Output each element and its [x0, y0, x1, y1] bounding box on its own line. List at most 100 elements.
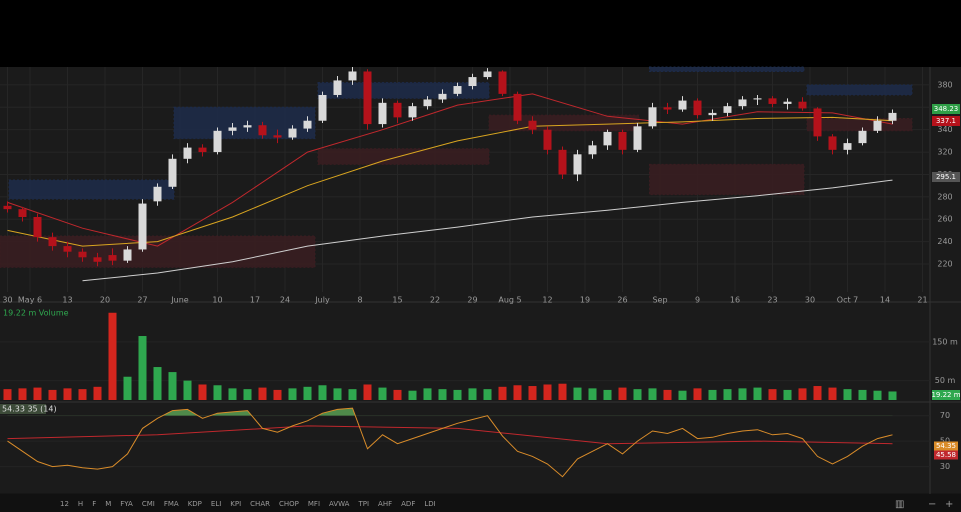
volume-bar — [213, 385, 222, 400]
candle-body — [393, 102, 402, 118]
candle-body — [48, 237, 57, 247]
candle-body — [483, 71, 492, 78]
volume-bar — [168, 372, 177, 400]
volume-bar — [828, 387, 837, 400]
toolbar-icon[interactable]: ▥ — [895, 499, 904, 510]
toolbar-item[interactable]: M — [105, 500, 111, 508]
candle-body — [873, 120, 882, 131]
candle-body — [768, 98, 777, 104]
candle-body — [168, 158, 177, 187]
volume-bar — [783, 389, 792, 400]
candle-body — [693, 100, 702, 116]
volume-bar — [648, 388, 657, 400]
toolbar-item[interactable]: ELI — [211, 500, 221, 508]
y-tick-label: 50 m — [935, 376, 956, 385]
candle-body — [123, 249, 132, 261]
toolbar-items: 12 H F M FYA CMI FMA KDP ELI KPI CHAR CHOP MFI AVWA TP… — [60, 500, 436, 508]
volume-bar — [438, 389, 447, 400]
toolbar-item[interactable]: FMA — [164, 500, 179, 508]
candle-body — [423, 99, 432, 107]
price-tag-bg — [932, 104, 960, 114]
volume-bar — [663, 389, 672, 400]
rsi-label: 54.33 35 (14) — [2, 405, 57, 414]
toolbar-item[interactable]: MFI — [308, 500, 320, 508]
candle-body — [93, 257, 102, 262]
candle-body — [288, 128, 297, 138]
zone — [8, 179, 175, 200]
toolbar-item[interactable]: H — [78, 500, 83, 508]
moving-average — [82, 179, 893, 282]
candle-body — [153, 186, 162, 202]
price-tag: 337.1 — [936, 117, 956, 125]
candle-body — [468, 77, 477, 87]
volume-tag: 19.22 m — [931, 391, 960, 399]
candle-body — [258, 125, 267, 136]
candle-body — [633, 126, 642, 150]
candle-body — [783, 101, 792, 104]
x-tick-label: 27 — [137, 296, 147, 305]
candle-body — [588, 145, 597, 155]
candle-body — [573, 154, 582, 175]
x-tick-label: 22 — [430, 296, 440, 305]
toolbar-item[interactable]: CMI — [142, 500, 155, 508]
candle-body — [228, 127, 237, 131]
volume-bar — [423, 388, 432, 400]
price-tag: 295.1 — [936, 173, 956, 181]
y-tick-label: 30 — [940, 462, 950, 471]
x-tick-label: 17 — [250, 296, 260, 305]
x-tick-label: 16 — [730, 296, 740, 305]
zone — [649, 66, 805, 72]
rsi-label-bg — [0, 404, 46, 414]
rsi-tag: 54.35 — [936, 442, 956, 450]
volume-bar — [333, 388, 342, 400]
volume-label: 19.22 m Volume — [3, 309, 69, 318]
x-tick-label: June — [170, 296, 189, 305]
candle-body — [558, 149, 567, 175]
candle-body — [438, 93, 447, 100]
moving-average — [7, 116, 893, 247]
toolbar-item[interactable]: ADF — [401, 500, 415, 508]
toolbar-icon[interactable]: + — [945, 499, 953, 510]
candle-body — [648, 107, 657, 127]
candle-body — [888, 112, 897, 121]
y-tick-label: 260 — [937, 215, 952, 224]
volume-tag-bg — [932, 390, 960, 400]
volume-bar — [738, 388, 747, 400]
candle-body — [603, 131, 612, 146]
rsi-overbought-fill — [7, 408, 893, 416]
volume-bar — [288, 388, 297, 400]
candle-body — [618, 131, 627, 150]
toolbar-item[interactable]: CHAR — [250, 500, 270, 508]
toolbar-item[interactable]: KPI — [230, 500, 241, 508]
volume-bar — [18, 388, 27, 400]
toolbar-item[interactable]: 12 — [60, 500, 69, 508]
toolbar-item[interactable]: F — [92, 500, 96, 508]
volume-bar — [243, 389, 252, 400]
toolbar-item[interactable]: FYA — [120, 500, 133, 508]
candle-body — [303, 120, 312, 129]
toolbar-item[interactable]: TPI — [357, 500, 369, 508]
toolbar-item[interactable]: LDI — [424, 500, 435, 508]
volume-bar — [453, 389, 462, 400]
toolbar-item[interactable]: CHOP — [279, 500, 299, 508]
y-tick-label: 340 — [937, 125, 952, 134]
rsi-tag-bg — [934, 441, 958, 451]
volume-bar — [888, 391, 897, 400]
toolbar-icon[interactable]: − — [928, 499, 936, 510]
price-tag: 348.23 — [934, 105, 959, 113]
toolbar-item[interactable]: AHF — [378, 500, 392, 508]
zone — [806, 84, 913, 96]
toolbar-item[interactable]: KDP — [188, 500, 202, 508]
toolbar-item[interactable]: AVWA — [329, 500, 350, 508]
volume-bar — [63, 388, 72, 400]
candle-body — [78, 251, 87, 258]
x-tick-label: July — [314, 296, 330, 305]
candle-body — [828, 136, 837, 150]
candle-body — [348, 71, 357, 81]
candle-body — [543, 129, 552, 150]
volume-bar — [363, 384, 372, 400]
volume-bar — [123, 376, 132, 400]
volume-bar — [588, 388, 597, 400]
volume-bar — [873, 390, 882, 400]
x-tick-label: 13 — [62, 296, 72, 305]
